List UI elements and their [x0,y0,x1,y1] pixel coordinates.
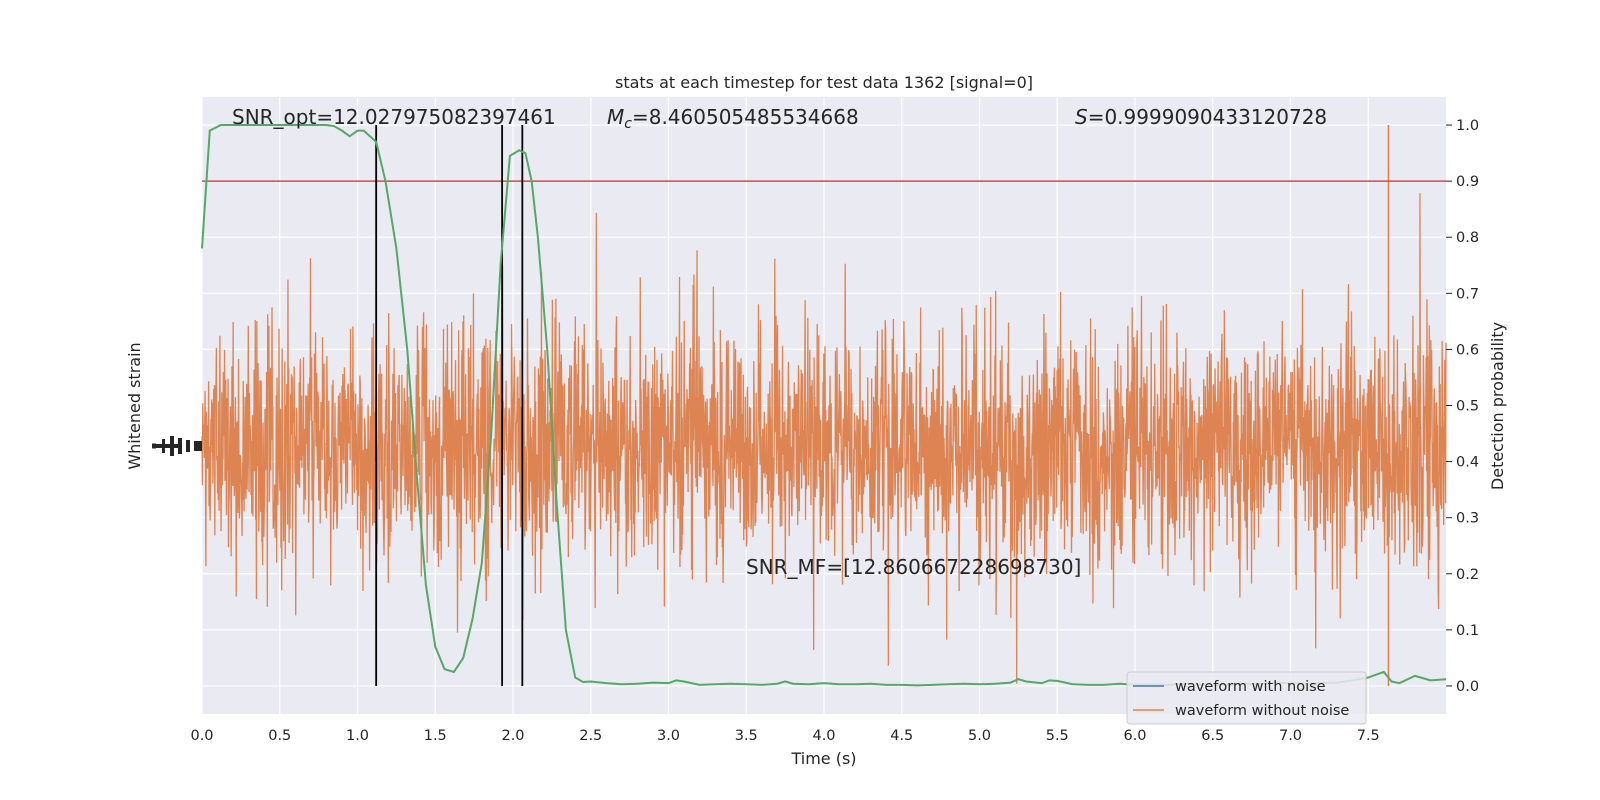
x-tick-label: 2.0 [501,728,524,744]
chirp-mass-subscript: c [624,116,632,132]
legend-box [1126,671,1367,725]
x-tick-label: 0.0 [190,728,213,744]
x-tick-label: 4.0 [812,728,835,744]
chirp-mass-symbol: M [607,105,624,129]
snr-mf-annotation: SNR_MF=[12.860667228698730] [746,555,1081,579]
x-tick-label: 2.5 [579,728,602,744]
chirp-mass-annotation: Mc=8.460505485534668 [607,105,859,132]
y-left-axis-label: Whitened strain [125,342,144,469]
y-right-tick-label: 0.1 [1456,623,1479,639]
left-axis-tick-mark [152,444,182,448]
y-right-tick-label: 0.9 [1456,174,1479,190]
x-tick-label: 1.5 [424,728,447,744]
x-tick-label: 0.5 [268,728,291,744]
x-tick-label: 5.0 [968,728,991,744]
chirp-mass-value: =8.460505485534668 [632,105,859,129]
legend-label-with-noise: waveform with noise [1175,679,1326,695]
y-right-tick-label: 0.0 [1456,679,1479,695]
s-statistic-symbol: S [1075,105,1088,129]
y-right-tick-label: 0.3 [1456,511,1479,527]
x-axis-ticks: 0.0 0.5 1.0 1.5 2.0 2.5 3.0 3.5 4.0 4.5 5.0 5.5 6.0 6… [190,728,1379,744]
y-right-axis-label: Detection probability [1488,322,1507,490]
y-right-tick-label: 0.4 [1456,455,1479,471]
vertical-markers [375,125,524,686]
left-axis-tick-mark [186,440,190,452]
y-right-tick-label: 0.2 [1456,567,1479,583]
left-axis-ticks [152,436,202,456]
x-tick-label: 1.0 [346,728,369,744]
x-tick-label: 6.0 [1123,728,1146,744]
y-right-tick-label: 0.8 [1456,230,1479,246]
x-tick-label: 5.5 [1046,728,1069,744]
y-right-tick-label: 0.5 [1456,399,1479,415]
x-tick-label: 6.5 [1201,728,1224,744]
y-right-tick-label: 0.6 [1456,342,1479,358]
y-right-tick-label: 1.0 [1456,118,1479,134]
x-tick-label: 7.0 [1279,728,1302,744]
strain-trace-layer [201,125,1447,686]
x-tick-label: 3.0 [657,728,680,744]
x-tick-label: 3.5 [735,728,758,744]
left-axis-tick-mark [194,441,202,451]
s-statistic-value: =0.9999090433120728 [1088,105,1327,129]
strain-waveform-trace [201,193,1447,684]
snr-opt-annotation: SNR_opt=12.027975082397461 [232,105,556,129]
s-statistic-annotation: S=0.9999090433120728 [1075,105,1327,129]
x-tick-label: 4.5 [890,728,913,744]
x-tick-label: 7.5 [1357,728,1380,744]
x-axis-label: Time (s) [790,749,856,768]
y-right-axis-ticks: 0.0 0.1 0.2 0.3 0.4 0.5 0.6 0.7 0.8 0.9 1.0 [1446,118,1479,695]
legend-label-without-noise: waveform without noise [1175,703,1349,719]
y-right-tick-label: 0.7 [1456,286,1479,302]
chart-title: stats at each timestep for test data 136… [615,73,1033,92]
legend: waveform with noise waveform without noi… [1126,671,1367,725]
